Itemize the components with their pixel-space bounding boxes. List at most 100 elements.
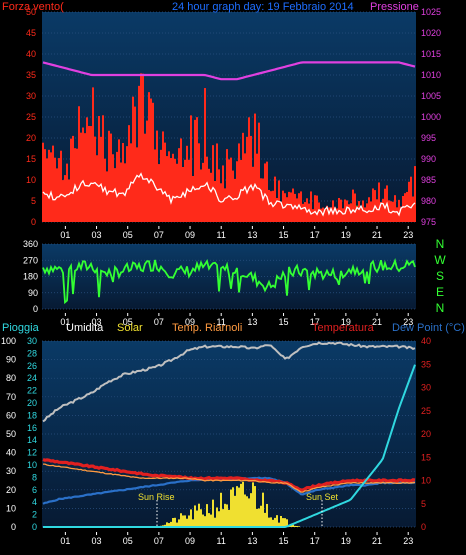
solar-bar [296, 526, 298, 527]
solar-bar [220, 492, 222, 527]
x-tick-label: 19 [341, 536, 351, 546]
wind-bar [356, 206, 358, 222]
sunrise-label: Sun Rise [138, 492, 175, 502]
wind-bar [218, 169, 220, 222]
solar-bar [178, 519, 180, 527]
solar-bar [284, 518, 286, 527]
solar-bar [282, 518, 284, 527]
solar-bar [278, 522, 280, 527]
x-tick-label: 09 [185, 230, 195, 240]
solar-bar [262, 492, 264, 527]
wind-bar [208, 168, 210, 222]
solar-bar [242, 481, 244, 527]
left-tick-label: 25 [26, 112, 36, 122]
solar-bar [190, 509, 192, 527]
left-tick-label: 10 [26, 175, 36, 185]
left-tick-label: 80 [6, 373, 16, 383]
wind-bar [292, 188, 294, 222]
wind-bar [300, 191, 302, 222]
wind-bar [82, 127, 84, 222]
wind-bar [138, 85, 140, 223]
wind-bar [144, 133, 146, 222]
wind-bar [118, 139, 120, 222]
wind-bar [64, 175, 66, 222]
wind-bar [168, 151, 170, 222]
right-tick-label: 1000 [421, 112, 441, 122]
wind-bar [170, 158, 172, 222]
inner-left-tick-label: 18 [27, 410, 37, 420]
x-tick-label: 13 [247, 536, 257, 546]
x-tick-label: 21 [372, 536, 382, 546]
wind-bar [156, 130, 158, 222]
wind-bar [332, 200, 334, 222]
wind-bar [140, 73, 142, 222]
wind-bar [306, 198, 308, 222]
right-tick-label: 5 [421, 499, 426, 509]
right-tick-label: 40 [421, 336, 431, 346]
left-tick-label: 20 [6, 485, 16, 495]
wind-bar [132, 96, 134, 222]
x-tick-label: 11 [217, 317, 226, 327]
solar-bar [266, 503, 268, 527]
wind-bar [176, 163, 178, 222]
wind-bar [120, 162, 122, 222]
wind-bar [308, 203, 310, 222]
wind-bar [44, 149, 46, 222]
wind-bar [202, 162, 204, 222]
wind-bar [198, 143, 200, 222]
right-tick-label: 985 [421, 175, 436, 185]
wind-bar [96, 155, 98, 222]
wind-bar [348, 204, 350, 222]
inner-left-tick-label: 22 [27, 386, 37, 396]
solar-bar [218, 511, 220, 527]
solar-bar [272, 519, 274, 527]
x-tick-label: 13 [247, 230, 257, 240]
right-tick-label: 975 [421, 217, 436, 227]
x-tick-label: 05 [123, 317, 133, 327]
left-tick-label: 45 [26, 28, 36, 38]
inner-left-tick-label: 20 [27, 398, 37, 408]
wind-bar [58, 158, 60, 222]
solar-series [158, 481, 300, 527]
left-tick-label: 50 [6, 429, 16, 439]
wind-bar [334, 207, 336, 222]
x-tick-label: 15 [279, 230, 289, 240]
wind-bar [260, 178, 262, 222]
solar-bar [172, 518, 174, 527]
x-tick-label: 03 [92, 317, 102, 327]
solar-bar [254, 486, 256, 527]
wind-bar [344, 199, 346, 222]
solar-bar [212, 499, 214, 527]
solar-bar [208, 513, 210, 527]
wind-bar [242, 132, 244, 222]
wind-bar [298, 193, 300, 222]
wind-average-series [42, 172, 416, 217]
x-tick-label: 03 [92, 230, 102, 240]
x-tick-label: 03 [92, 536, 102, 546]
wind-bar [70, 138, 72, 222]
wind-bar [110, 133, 112, 222]
left-tick-label: 180 [23, 272, 38, 282]
left-tick-label: 0 [33, 304, 38, 314]
wind-bar [124, 163, 126, 222]
wind-bar [150, 98, 152, 222]
left-tick-label: 0 [11, 522, 16, 532]
wind-bar [310, 191, 312, 222]
x-tick-label: 23 [403, 230, 413, 240]
legend-solar: Solar [117, 322, 143, 334]
solar-bar [232, 487, 234, 527]
right-tick-label: 25 [421, 406, 431, 416]
pressure-series [42, 61, 416, 81]
wind-bar [52, 145, 54, 222]
right-tick-label: 35 [421, 359, 431, 369]
panel1-left-axis-labels: 0 5 10 15 20 25 30 35 40 45 50 [26, 7, 36, 227]
left-tick-label: 0 [31, 217, 36, 227]
wind-bar [116, 151, 118, 222]
solar-bar [256, 508, 258, 527]
solar-bar [168, 523, 170, 527]
wind-bar [230, 157, 232, 222]
wind-bar [86, 117, 88, 222]
wind-bar [190, 115, 192, 222]
